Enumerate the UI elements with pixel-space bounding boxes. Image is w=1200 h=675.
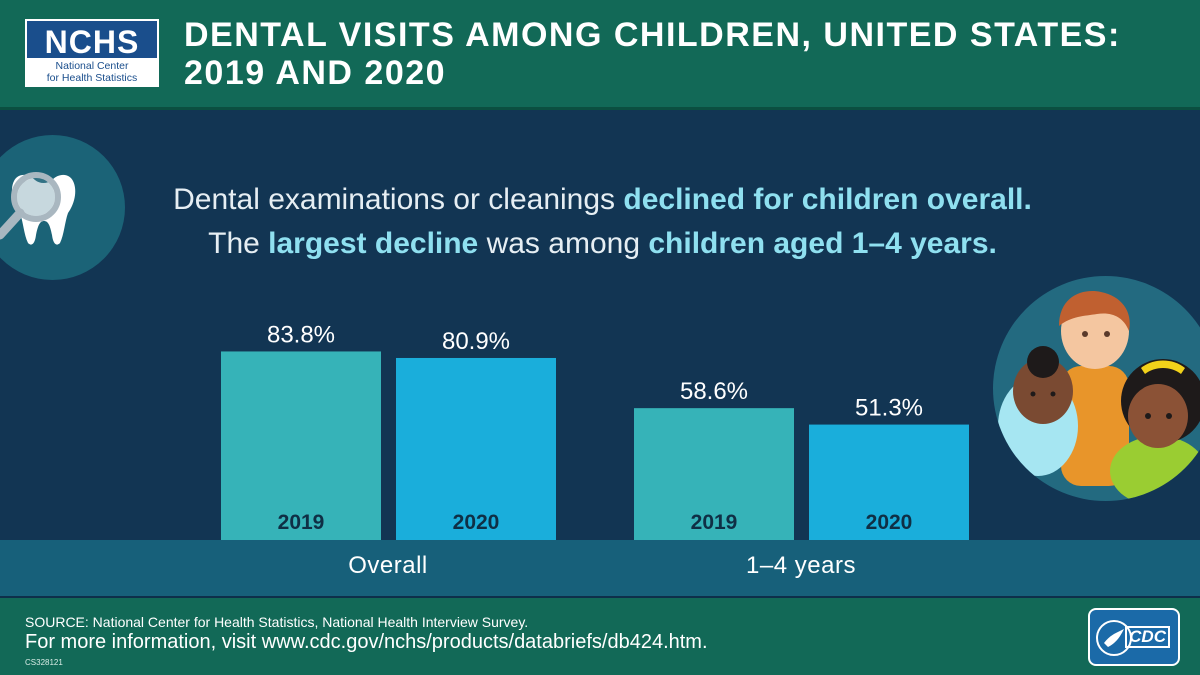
headline: Dental examinations or cleanings decline… bbox=[120, 178, 1085, 266]
children-illustration bbox=[993, 276, 1200, 501]
headline-line2-text-a: The bbox=[208, 227, 269, 260]
footer: SOURCE: National Center for Health Stati… bbox=[0, 598, 1200, 675]
nchs-logo[interactable]: NCHS National Center for Health Statisti… bbox=[25, 19, 159, 87]
header-bar: NCHS National Center for Health Statisti… bbox=[0, 0, 1200, 110]
bar-2020-1 bbox=[809, 424, 969, 540]
series-label-2019-0: 2019 bbox=[278, 511, 325, 534]
category-label-1: 1–4 years bbox=[746, 552, 856, 579]
logo-name-line1: National Center bbox=[55, 60, 129, 72]
headline-line1-highlight: declined for children overall. bbox=[623, 183, 1032, 216]
headline-line2-highlight-a: largest decline bbox=[268, 227, 479, 260]
page-title: DENTAL VISITS AMONG CHILDREN, UNITED STA… bbox=[184, 16, 1174, 92]
headline-line2-text-b: was among bbox=[478, 227, 649, 260]
data-label-2020-0: 80.9% bbox=[442, 328, 510, 355]
bar-2019-0 bbox=[221, 351, 381, 540]
title-line2: 2019 AND 2020 bbox=[184, 54, 447, 92]
logo-full-name: National Center for Health Statistics bbox=[27, 60, 157, 84]
category-label-0: Overall bbox=[348, 552, 428, 579]
cdc-wordmark: CDC bbox=[1125, 626, 1170, 648]
series-label-2019-1: 2019 bbox=[691, 511, 738, 534]
tooth-magnifier-icon bbox=[0, 135, 125, 280]
headline-line1-text: Dental examinations or cleanings bbox=[173, 183, 624, 216]
headline-line2-highlight-b: children aged 1–4 years. bbox=[648, 227, 997, 260]
logo-band bbox=[27, 58, 157, 85]
headline-line2: The largest decline was among children a… bbox=[120, 222, 1085, 266]
data-label-2020-1: 51.3% bbox=[855, 395, 923, 422]
hhs-eagle-icon bbox=[1096, 620, 1132, 656]
headline-line1: Dental examinations or cleanings decline… bbox=[120, 178, 1085, 222]
logo-abbreviation: NCHS bbox=[44, 24, 140, 60]
more-info-link[interactable]: For more information, visit www.cdc.gov/… bbox=[25, 631, 708, 653]
source-text: SOURCE: National Center for Health Stati… bbox=[25, 614, 529, 630]
data-label-2019-1: 58.6% bbox=[680, 378, 748, 405]
main-panel bbox=[0, 110, 1200, 540]
cdc-logo[interactable]: CDC bbox=[1088, 608, 1180, 666]
series-label-2020-0: 2020 bbox=[453, 511, 500, 534]
bar-2019-1 bbox=[634, 408, 794, 540]
bar-2020-0 bbox=[396, 357, 556, 540]
data-label-2019-0: 83.8% bbox=[267, 321, 335, 348]
title-line1: DENTAL VISITS AMONG CHILDREN, UNITED STA… bbox=[184, 16, 1121, 54]
series-label-2020-1: 2020 bbox=[866, 511, 913, 534]
category-band bbox=[0, 540, 1200, 596]
document-code: CS328121 bbox=[25, 658, 63, 667]
logo-name-line2: for Health Statistics bbox=[46, 72, 138, 84]
